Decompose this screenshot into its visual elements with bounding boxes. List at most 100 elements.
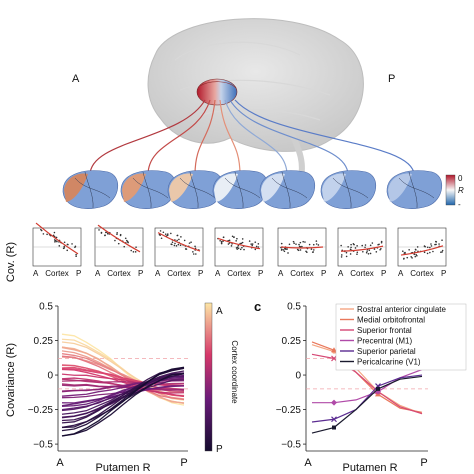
y-tick-label: −0.25 bbox=[28, 405, 54, 416]
scatter-point bbox=[310, 248, 313, 250]
scatter-point bbox=[402, 250, 404, 252]
scatter-fit-line bbox=[157, 232, 201, 252]
scatter-point bbox=[340, 244, 342, 247]
cortex-frontal bbox=[122, 173, 146, 202]
covariance-line-14 bbox=[61, 368, 185, 387]
scatter-point bbox=[411, 257, 413, 259]
scatter-x-a: A bbox=[338, 269, 344, 278]
cortex-frontal bbox=[261, 173, 285, 202]
cortex-map-4 bbox=[212, 170, 268, 209]
brain-label-a: A bbox=[72, 73, 80, 85]
cortex-map-7 bbox=[386, 170, 442, 209]
cortex-sulci bbox=[132, 171, 169, 209]
scatter-x-a: A bbox=[33, 269, 39, 278]
y-tick-label: 0.25 bbox=[34, 336, 54, 347]
scatter-point bbox=[114, 239, 116, 242]
scatter-point bbox=[126, 239, 128, 242]
legend-label: Medial orbitofrontal bbox=[357, 316, 425, 325]
scatter-point bbox=[345, 251, 348, 254]
scatter-point bbox=[298, 243, 300, 246]
cortex-map-5 bbox=[259, 170, 315, 209]
scatter-point bbox=[296, 248, 299, 251]
scatter-point bbox=[408, 248, 410, 251]
scatter-point bbox=[283, 250, 286, 253]
scatter-point bbox=[424, 245, 426, 248]
scatter-point bbox=[347, 246, 349, 248]
scatter-point bbox=[251, 243, 254, 245]
scatter-point bbox=[282, 249, 285, 251]
scatter-point bbox=[237, 244, 240, 247]
scatter-point bbox=[220, 242, 223, 245]
scatter-point bbox=[166, 234, 169, 237]
scatter-point bbox=[362, 250, 364, 253]
scatter-point bbox=[227, 243, 230, 245]
scatter-x-p: P bbox=[381, 269, 386, 278]
covariance-line-40 bbox=[61, 366, 185, 437]
scatter-point bbox=[42, 233, 45, 235]
scatter-point bbox=[286, 248, 288, 250]
cortex-sulci bbox=[271, 171, 308, 209]
cortex-map-3 bbox=[167, 170, 223, 209]
covariance-line-32 bbox=[61, 372, 185, 415]
scatter-point bbox=[192, 253, 195, 255]
cortex-frontal bbox=[64, 173, 88, 202]
scatter-point bbox=[228, 239, 231, 242]
scatter-x-p: P bbox=[138, 269, 143, 278]
scatter-point bbox=[441, 249, 444, 252]
scatter-point bbox=[366, 250, 368, 252]
scatter-point bbox=[345, 255, 348, 258]
scatter-point bbox=[402, 258, 405, 260]
scatter-point bbox=[159, 230, 162, 232]
scatter-point bbox=[66, 249, 69, 252]
scatter-point bbox=[117, 242, 120, 245]
scatter-point bbox=[162, 231, 165, 234]
scatter-point bbox=[54, 241, 56, 243]
scatter-point bbox=[257, 243, 260, 245]
scatter-panel-3: A P Cortex bbox=[154, 227, 203, 278]
scatter-xlabel: Cortex bbox=[410, 269, 434, 278]
scatter-point bbox=[241, 241, 244, 244]
cortex-sulci bbox=[398, 171, 435, 209]
scatter-panel-5: A P Cortex bbox=[277, 227, 326, 278]
series-5 bbox=[311, 374, 423, 423]
series-marker bbox=[376, 386, 380, 391]
cortex-sulci bbox=[332, 171, 369, 209]
scatter-point bbox=[40, 229, 43, 232]
scatter-point bbox=[423, 251, 426, 254]
scatter-point bbox=[410, 255, 412, 258]
x-tick-label-p: P bbox=[180, 457, 187, 469]
scatter-point bbox=[254, 248, 257, 251]
scatter-x-a: A bbox=[215, 269, 221, 278]
covariance-line-39 bbox=[61, 372, 185, 437]
scatter-point bbox=[356, 245, 358, 247]
scatter-xlabel: Cortex bbox=[350, 269, 374, 278]
scatter-point bbox=[313, 249, 315, 251]
scatter-point bbox=[75, 255, 77, 257]
series-line bbox=[311, 375, 423, 434]
panel-b: Covariance (R) Putamen R Cortex coordina… bbox=[5, 302, 239, 474]
series-line bbox=[312, 368, 423, 404]
scatter-point bbox=[373, 248, 376, 250]
scatter-panels: A P Cortex A P Cortex A P Cortex A P Cortex A P Cortex… bbox=[32, 222, 446, 278]
scatter-point bbox=[130, 249, 133, 252]
scatter-point bbox=[176, 234, 179, 237]
scatter-point bbox=[185, 248, 188, 250]
scatter-point bbox=[413, 253, 416, 256]
scatter-x-p: P bbox=[321, 269, 326, 278]
scatter-point bbox=[134, 251, 137, 253]
cortex-sulci bbox=[179, 171, 216, 209]
scatter-point bbox=[135, 246, 137, 248]
scatter-point bbox=[52, 234, 55, 237]
scatter-point bbox=[171, 241, 174, 244]
y-tick-label: −0.5 bbox=[33, 440, 53, 451]
y-tick-label: −0.5 bbox=[281, 440, 301, 451]
scatter-point bbox=[132, 251, 135, 253]
b-colorbar-top: A bbox=[216, 306, 223, 317]
cortex-sulci bbox=[224, 171, 261, 209]
scatter-xlabel: Cortex bbox=[227, 269, 251, 278]
scatter-point bbox=[430, 245, 433, 247]
scatter-point bbox=[63, 247, 66, 249]
scatter-point bbox=[349, 248, 352, 251]
y-tick-label: 0.5 bbox=[39, 302, 53, 313]
scatter-point bbox=[356, 253, 358, 256]
